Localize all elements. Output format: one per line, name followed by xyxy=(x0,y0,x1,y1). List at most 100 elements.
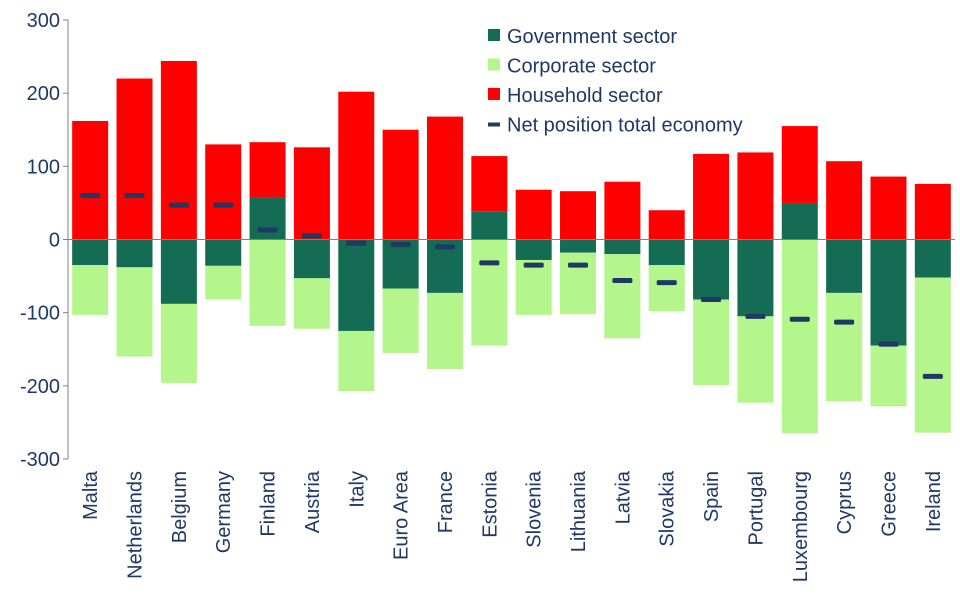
bar-corporate-sector-euro-area xyxy=(382,288,419,353)
bar-household-sector-austria xyxy=(293,147,330,240)
bar-corporate-sector-germany xyxy=(205,265,242,300)
legend-label: Net position total economy xyxy=(507,115,743,137)
net-position-marker-ireland xyxy=(922,373,943,379)
y-tick-label: -200 xyxy=(20,376,60,398)
x-tick-label: Slovenia xyxy=(524,470,546,548)
y-tick-label: -300 xyxy=(20,449,60,471)
x-tick-label: Italy xyxy=(346,471,368,508)
net-position-marker-lithuania xyxy=(568,262,589,268)
x-tick-label: Euro Area xyxy=(391,470,413,560)
bar-household-sector-slovakia xyxy=(648,210,685,240)
bar-corporate-sector-greece xyxy=(870,345,907,407)
net-position-marker-euro-area xyxy=(390,242,411,248)
x-tick-label: Finland xyxy=(258,471,280,537)
bar-corporate-sector-estonia xyxy=(471,239,508,346)
bar-government-sector-luxembourg xyxy=(781,202,818,240)
bar-household-sector-malta xyxy=(72,120,109,240)
x-axis: Malta Netherlands Belgium Germany Finland Aus… xyxy=(80,470,945,582)
bar-household-sector-slovenia xyxy=(515,189,552,240)
net-position-marker-austria xyxy=(301,233,322,239)
x-tick-label: Estonia xyxy=(479,470,501,538)
bar-government-sector-euro-area xyxy=(382,239,419,289)
x-tick-label: Luxembourg xyxy=(790,471,812,582)
bar-household-sector-ireland xyxy=(914,183,951,240)
bar-government-sector-italy xyxy=(338,239,375,331)
x-tick-label: France xyxy=(435,471,457,533)
bar-household-sector-lithuania xyxy=(560,191,597,240)
bar-household-sector-luxembourg xyxy=(781,126,818,203)
bar-corporate-sector-netherlands xyxy=(116,267,153,357)
x-tick-label: Ireland xyxy=(923,471,945,532)
x-tick-label: Germany xyxy=(213,471,235,553)
x-tick-label: Netherlands xyxy=(125,471,147,579)
bar-government-sector-finland xyxy=(249,197,286,240)
net-position-marker-greece xyxy=(878,341,899,347)
bar-government-sector-latvia xyxy=(604,239,641,255)
bar-household-sector-belgium xyxy=(160,60,197,240)
bar-corporate-sector-italy xyxy=(338,330,375,391)
bar-government-sector-estonia xyxy=(471,211,508,240)
legend-swatch-corporate-sector xyxy=(488,58,500,71)
y-tick-label: 200 xyxy=(27,83,60,105)
x-tick-label: Latvia xyxy=(612,470,634,524)
net-position-marker-germany xyxy=(213,202,234,208)
bar-corporate-sector-luxembourg xyxy=(781,239,818,434)
bar-corporate-sector-finland xyxy=(249,239,286,326)
net-position-marker-malta xyxy=(80,193,101,199)
bar-household-sector-latvia xyxy=(604,181,641,240)
net-position-marker-luxembourg xyxy=(789,316,810,322)
bar-corporate-sector-latvia xyxy=(604,254,641,339)
bar-corporate-sector-malta xyxy=(72,265,109,315)
net-position-marker-portugal xyxy=(745,313,766,319)
bar-household-sector-italy xyxy=(338,91,375,240)
bar-government-sector-lithuania xyxy=(560,239,597,253)
net-position-markers xyxy=(80,193,943,379)
bar-household-sector-euro-area xyxy=(382,129,419,240)
y-tick-label: -100 xyxy=(20,303,60,325)
legend-label: Government sector xyxy=(507,26,677,48)
bar-household-sector-germany xyxy=(205,144,242,240)
bar-government-sector-portugal xyxy=(737,239,774,317)
x-tick-label: Belgium xyxy=(169,471,191,543)
x-tick-label: Spain xyxy=(701,471,723,522)
net-position-marker-latvia xyxy=(612,277,633,283)
bar-government-sector-austria xyxy=(293,239,330,279)
x-tick-label: Greece xyxy=(878,471,900,537)
bar-corporate-sector-lithuania xyxy=(560,252,597,315)
net-position-marker-slovakia xyxy=(656,280,677,286)
legend-swatch-household-sector xyxy=(488,88,500,100)
net-position-marker-finland xyxy=(257,227,278,233)
x-tick-label: Cyprus xyxy=(834,471,856,534)
y-axis: -300 -200 -100 0 100 200 300 xyxy=(20,10,69,471)
x-tick-label: Malta xyxy=(80,470,102,520)
bar-household-sector-greece xyxy=(870,176,907,240)
bar-household-sector-portugal xyxy=(737,152,774,240)
bars xyxy=(68,60,955,434)
net-position-marker-netherlands xyxy=(124,193,145,199)
y-tick-label: 300 xyxy=(27,10,60,32)
net-position-marker-estonia xyxy=(479,260,500,266)
bar-household-sector-cyprus xyxy=(826,161,863,240)
bar-corporate-sector-cyprus xyxy=(826,292,863,402)
x-tick-label: Austria xyxy=(302,470,324,533)
bar-government-sector-ireland xyxy=(914,239,951,278)
net-position-marker-italy xyxy=(346,240,367,246)
bar-government-sector-belgium xyxy=(160,239,197,304)
legend-swatch-net-position xyxy=(488,122,500,127)
y-tick-label: 100 xyxy=(27,156,60,178)
x-tick-label: Slovakia xyxy=(657,470,679,546)
bar-corporate-sector-slovenia xyxy=(515,259,552,315)
bar-corporate-sector-austria xyxy=(293,278,330,329)
bar-government-sector-malta xyxy=(72,239,109,266)
net-position-marker-belgium xyxy=(168,202,189,208)
bar-government-sector-netherlands xyxy=(116,239,153,268)
net-position-marker-cyprus xyxy=(834,319,855,325)
legend: Government sector Corporate sector Househo… xyxy=(488,26,743,137)
bar-household-sector-france xyxy=(426,116,463,240)
bar-corporate-sector-spain xyxy=(693,299,730,386)
bar-corporate-sector-belgium xyxy=(160,303,197,383)
bar-government-sector-germany xyxy=(205,239,242,266)
bar-corporate-sector-ireland xyxy=(914,277,951,433)
bar-government-sector-slovakia xyxy=(648,239,685,266)
